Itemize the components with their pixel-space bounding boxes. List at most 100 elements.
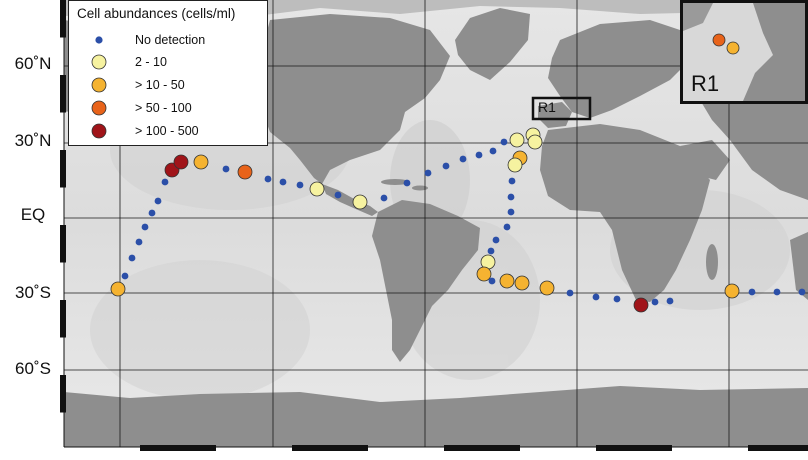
legend-symbol bbox=[95, 36, 103, 44]
legend-label: > 50 - 100 bbox=[135, 101, 192, 115]
australia-edge bbox=[790, 232, 808, 300]
lat-label-30s: 30˚S bbox=[15, 283, 51, 302]
station-no-detection bbox=[487, 247, 495, 255]
station-no-detection bbox=[459, 155, 467, 163]
inset-label: R1 bbox=[691, 71, 720, 96]
border-tick-left bbox=[60, 0, 66, 38]
station-no-detection bbox=[442, 162, 450, 170]
station-no-detection bbox=[500, 138, 508, 146]
station-no-detection bbox=[475, 151, 483, 159]
legend: Cell abundances (cells/ml) No detection … bbox=[68, 0, 268, 146]
station-no-detection bbox=[488, 277, 496, 285]
station-10-50 bbox=[724, 283, 740, 299]
station-2-10 bbox=[509, 132, 525, 148]
station-2-10 bbox=[309, 181, 325, 197]
station-no-detection bbox=[566, 289, 574, 297]
station-no-detection bbox=[492, 236, 500, 244]
legend-item-no-detection: No detection bbox=[89, 30, 205, 50]
station-no-detection bbox=[507, 208, 515, 216]
station-50-100 bbox=[237, 164, 253, 180]
inset-land bbox=[743, 3, 805, 101]
border-tick-bottom bbox=[596, 445, 672, 451]
station-no-detection bbox=[403, 179, 411, 187]
legend-symbol bbox=[91, 77, 107, 93]
border-tick-bottom bbox=[444, 445, 520, 451]
station-no-detection bbox=[135, 238, 143, 246]
lat-label-eq: EQ bbox=[20, 205, 46, 224]
inset-r1: R1 bbox=[680, 0, 808, 104]
station-no-detection bbox=[128, 254, 136, 262]
station-no-detection bbox=[264, 175, 272, 183]
legend-label: > 100 - 500 bbox=[135, 124, 199, 138]
iberia bbox=[538, 102, 572, 128]
station-100-500 bbox=[173, 154, 189, 170]
station-no-detection bbox=[798, 288, 806, 296]
cruise-track bbox=[110, 127, 806, 313]
station-10-50 bbox=[539, 280, 555, 296]
arabia bbox=[680, 140, 730, 180]
legend-item-50-100: > 50 - 100 bbox=[89, 98, 192, 118]
madagascar bbox=[706, 244, 718, 280]
legend-symbol bbox=[91, 123, 107, 139]
station-2-10 bbox=[352, 194, 368, 210]
south-america bbox=[372, 200, 480, 362]
legend-item-100-500: > 100 - 500 bbox=[89, 121, 199, 141]
station-10-50 bbox=[110, 281, 126, 297]
r1-region-label: R1 bbox=[538, 99, 556, 115]
station-no-detection bbox=[592, 293, 600, 301]
station-no-detection bbox=[508, 177, 516, 185]
station-10-50 bbox=[193, 154, 209, 170]
station-10-50 bbox=[499, 273, 515, 289]
station-no-detection bbox=[507, 193, 515, 201]
border-tick-bottom bbox=[748, 445, 808, 451]
station-no-detection bbox=[424, 169, 432, 177]
station-no-detection bbox=[666, 297, 674, 305]
lat-label-60n: 60˚N bbox=[14, 54, 52, 73]
station-no-detection bbox=[613, 295, 621, 303]
border-tick-left bbox=[60, 225, 66, 263]
station-no-detection bbox=[222, 165, 230, 173]
station-no-detection bbox=[651, 298, 659, 306]
legend-symbol bbox=[91, 54, 107, 70]
station-2-10 bbox=[507, 157, 523, 173]
legend-label: 2 - 10 bbox=[135, 55, 167, 69]
station-no-detection bbox=[121, 272, 129, 280]
africa bbox=[540, 124, 710, 302]
antarctica bbox=[64, 386, 808, 447]
europe bbox=[548, 20, 690, 118]
station-no-detection bbox=[773, 288, 781, 296]
station-no-detection bbox=[296, 181, 304, 189]
inset-station-50-100 bbox=[712, 33, 726, 47]
station-no-detection bbox=[279, 178, 287, 186]
border-tick-bottom bbox=[292, 445, 368, 451]
station-no-detection bbox=[334, 191, 342, 199]
inset-land-west bbox=[683, 3, 713, 31]
lat-label-30n: 30˚N bbox=[14, 131, 52, 150]
station-no-detection bbox=[148, 209, 156, 217]
caribbean bbox=[381, 179, 428, 191]
legend-label: No detection bbox=[135, 33, 206, 47]
greenland bbox=[455, 8, 530, 80]
border-tick-left bbox=[60, 300, 66, 338]
inset-station-10-50 bbox=[726, 41, 740, 55]
legend-title: Cell abundances (cells/ml) bbox=[77, 6, 236, 21]
legend-item-10-50: > 10 - 50 bbox=[89, 75, 185, 95]
border-tick-left bbox=[60, 375, 66, 413]
north-america bbox=[258, 14, 450, 184]
border-tick-left bbox=[60, 150, 66, 188]
station-no-detection bbox=[154, 197, 162, 205]
border-tick-bottom bbox=[140, 445, 216, 451]
station-no-detection bbox=[748, 288, 756, 296]
legend-label: > 10 - 50 bbox=[135, 78, 185, 92]
r1-region-box bbox=[531, 96, 592, 121]
station-10-50 bbox=[514, 275, 530, 291]
map-border bbox=[60, 0, 808, 451]
station-no-detection bbox=[161, 178, 169, 186]
station-10-50 bbox=[476, 266, 492, 282]
station-no-detection bbox=[503, 223, 511, 231]
station-no-detection bbox=[380, 194, 388, 202]
station-2-10 bbox=[527, 134, 543, 150]
inset-map bbox=[683, 3, 805, 101]
border-tick-left bbox=[60, 75, 66, 113]
